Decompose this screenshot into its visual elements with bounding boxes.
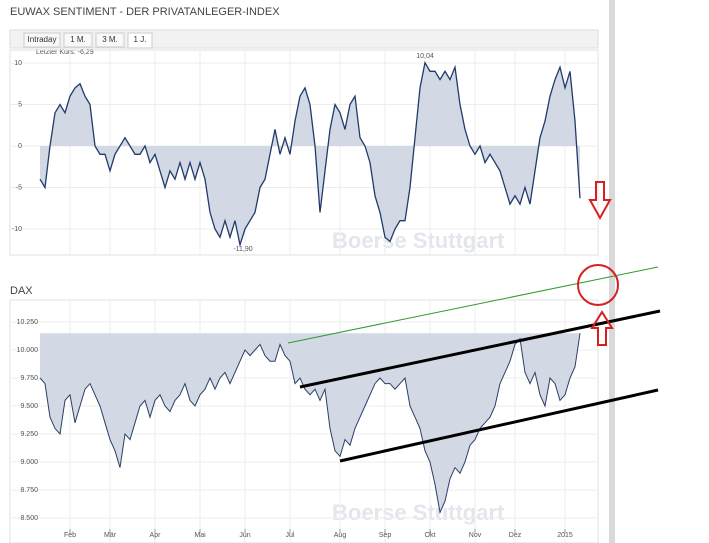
tab-label[interactable]: 1 M. <box>70 35 86 44</box>
y-tick-label: -5 <box>16 184 22 191</box>
x-tick-label: 2015 <box>557 532 573 539</box>
y-tick-label: 5 <box>18 101 22 108</box>
area-fill <box>40 62 580 245</box>
annotations <box>287 181 661 463</box>
x-tick-label: Dez <box>509 532 522 539</box>
line <box>39 60 581 248</box>
plot-frame <box>9 49 599 256</box>
x-tick-label: Nov <box>469 532 482 539</box>
x-tick-label: Mär <box>104 532 117 539</box>
y-tick-label: 9.250 <box>20 431 38 438</box>
watermark: Boerse Stuttgart <box>332 500 505 525</box>
trend-line <box>299 309 661 389</box>
min-label: -11,90 <box>233 246 252 253</box>
plot-frame <box>9 299 599 543</box>
x-tick-label: Jun <box>239 532 250 539</box>
y-tick-label: 9.750 <box>20 375 38 382</box>
chart-title: EUWAX SENTIMENT - DER PRIVATANLEGER-INDE… <box>10 6 280 18</box>
y-tick-label: 0 <box>18 143 22 150</box>
y-tick-label: -10 <box>12 226 22 233</box>
tab-label[interactable]: Intraday <box>28 35 57 44</box>
trend-line <box>287 266 659 344</box>
x-tick-label: Mai <box>194 532 206 539</box>
max-label: 10,04 <box>416 53 434 60</box>
y-tick-label: 9.500 <box>20 403 38 410</box>
x-tick-label: Jul <box>286 532 295 539</box>
highlight-circle <box>577 264 619 306</box>
tab-label[interactable]: 1 J. <box>134 35 147 44</box>
y-tick-label: 9.000 <box>20 459 38 466</box>
x-tick-label: Apr <box>150 532 162 539</box>
arrow-up <box>590 310 614 346</box>
x-tick-label: Feb <box>64 532 76 539</box>
watermark: Boerse Stuttgart <box>332 228 505 253</box>
chart-title: DAX <box>10 285 33 297</box>
x-tick-label: Aug <box>334 532 347 539</box>
y-tick-label: 10.000 <box>17 347 39 354</box>
tab[interactable] <box>23 32 61 48</box>
trend-line <box>339 388 659 463</box>
tab-label[interactable]: 3 M. <box>102 35 118 44</box>
last-price: Letzter Kurs: -6,29 <box>36 49 94 56</box>
tab[interactable] <box>63 32 93 48</box>
y-tick-label: 10.250 <box>17 319 39 326</box>
tab[interactable] <box>95 32 125 48</box>
x-tick-label: Okt <box>425 532 436 539</box>
line <box>39 333 581 515</box>
y-tick-label: 8.500 <box>20 515 38 522</box>
arrow-down <box>588 181 612 221</box>
y-tick-label: 8.750 <box>20 487 38 494</box>
tab-active[interactable] <box>127 32 153 49</box>
tab-bar <box>9 29 599 49</box>
x-tick-label: Sep <box>379 532 392 539</box>
y-tick-label: 10 <box>14 60 22 67</box>
area-fill <box>40 333 580 513</box>
